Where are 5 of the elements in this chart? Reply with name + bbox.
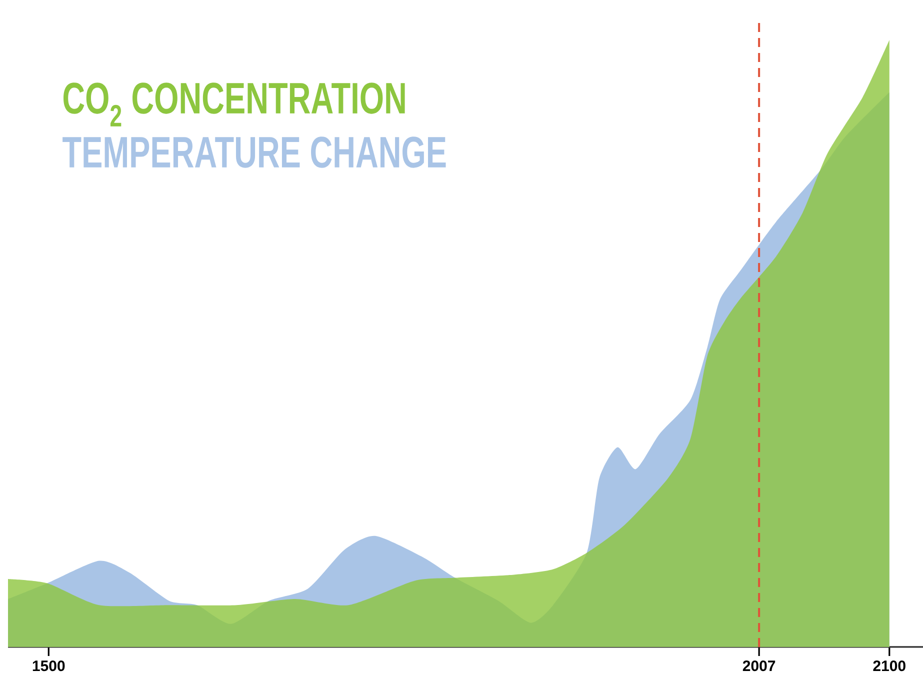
text: TEMPERATURE CHANGE: [62, 136, 446, 168]
text: CO$_{2}$ CONCENTRATION: [64, 82, 405, 126]
x-tick-label: 2007: [742, 660, 776, 672]
x-tick-label: 1500: [32, 660, 65, 672]
x-tick-label: 2100: [873, 660, 906, 672]
